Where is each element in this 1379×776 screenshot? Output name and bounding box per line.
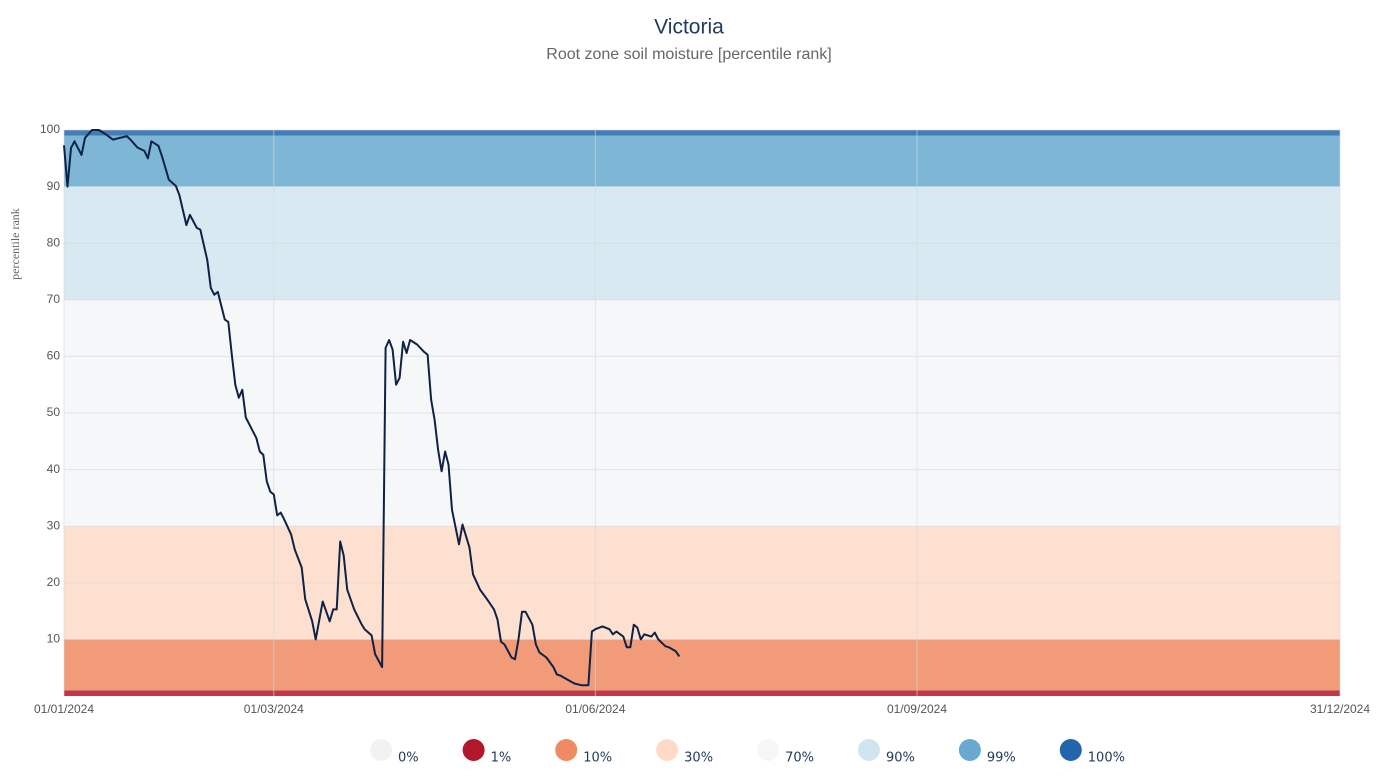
legend-label: 1%: [491, 751, 512, 766]
data-line: [63, 129, 681, 687]
y-tick-label: 20: [47, 575, 61, 589]
x-tick-label: 01/01/2024: [34, 702, 94, 716]
chart-title: Victoria: [654, 16, 724, 39]
x-tick-label: 01/09/2024: [887, 702, 947, 716]
band: [64, 130, 1340, 136]
band: [64, 135, 1340, 187]
x-tick-label: 31/12/2024: [1310, 702, 1370, 716]
band: [64, 690, 1340, 696]
x-tick-label: 01/03/2024: [244, 702, 304, 716]
legend-label: 10%: [583, 751, 612, 766]
legend: 0% 1% 10% 30% 70% 90% 99% 100%: [370, 739, 1125, 766]
y-tick-label: 40: [47, 462, 61, 476]
band: [64, 639, 1340, 691]
y-tick-label: 70: [47, 292, 61, 306]
y-tick-label: 30: [47, 518, 61, 532]
legend-swatch: [1059, 739, 1082, 761]
legend-swatch: [757, 739, 780, 761]
x-tick-label: 01/06/2024: [565, 702, 625, 716]
legend-swatch: [370, 739, 392, 761]
legend-label: 99%: [987, 751, 1016, 766]
legend-swatch: [958, 739, 981, 761]
y-tick-label: 10: [47, 632, 61, 646]
legend-swatch: [555, 739, 578, 761]
legend-swatch: [857, 739, 880, 761]
legend-label: 100%: [1088, 751, 1125, 766]
y-tick-label: 50: [47, 405, 61, 419]
legend-label: 90%: [886, 751, 915, 766]
y-tick-label: 90: [47, 179, 61, 193]
legend-label: 30%: [684, 751, 713, 766]
legend-label: 0%: [398, 751, 419, 766]
legend-swatch: [656, 739, 679, 761]
legend-label: 70%: [785, 751, 814, 766]
chart-subtitle: Root zone soil moisture [percentile rank…: [546, 46, 831, 63]
y-tick-label: 100: [40, 122, 60, 136]
y-tick-label: 80: [47, 235, 61, 249]
y-axis-label: percentile rank: [8, 208, 22, 280]
y-tick-label: 60: [47, 349, 61, 363]
legend-swatch: [462, 739, 485, 761]
